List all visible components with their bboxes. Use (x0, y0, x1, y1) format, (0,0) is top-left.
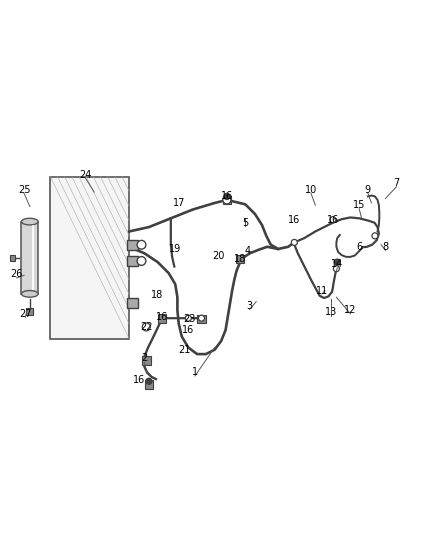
Bar (158, 314, 166, 322)
Text: 12: 12 (344, 305, 357, 316)
Text: 16: 16 (288, 215, 300, 224)
Circle shape (334, 259, 340, 265)
Text: 22: 22 (140, 322, 152, 332)
Text: 5: 5 (242, 217, 248, 228)
Circle shape (333, 265, 339, 272)
Bar (10, 255, 15, 261)
Text: 2: 2 (141, 353, 148, 364)
Text: 13: 13 (325, 308, 337, 318)
Bar (127, 298, 138, 309)
Text: 14: 14 (331, 260, 343, 269)
Bar (142, 356, 151, 365)
Text: 20: 20 (212, 251, 224, 261)
Ellipse shape (21, 219, 38, 225)
Circle shape (146, 378, 152, 384)
Text: 10: 10 (305, 185, 317, 195)
Text: 16: 16 (133, 375, 145, 385)
Text: 15: 15 (353, 200, 365, 210)
Text: 16: 16 (182, 325, 194, 335)
Text: 7: 7 (393, 178, 399, 188)
Bar (127, 239, 138, 250)
Text: 3: 3 (247, 301, 253, 311)
Circle shape (291, 239, 297, 245)
Text: 16: 16 (327, 215, 339, 224)
Bar (145, 381, 153, 389)
Circle shape (372, 233, 378, 239)
Circle shape (137, 256, 146, 265)
Bar (127, 256, 138, 266)
Circle shape (223, 196, 231, 204)
Circle shape (224, 193, 230, 199)
Text: 11: 11 (316, 286, 328, 296)
Circle shape (198, 315, 205, 321)
Bar (197, 314, 206, 324)
Bar (50, 177, 129, 339)
Text: 18: 18 (234, 254, 246, 264)
Text: 6: 6 (356, 242, 362, 252)
Circle shape (185, 315, 191, 321)
Text: 9: 9 (365, 185, 371, 195)
Text: 23: 23 (183, 314, 195, 324)
Text: 27: 27 (19, 309, 32, 319)
Text: 16: 16 (221, 191, 233, 201)
Text: 16: 16 (156, 312, 168, 322)
Circle shape (137, 240, 146, 249)
Text: 18: 18 (151, 290, 163, 300)
Bar (223, 196, 231, 204)
Ellipse shape (21, 290, 38, 297)
Text: 25: 25 (18, 185, 30, 195)
Circle shape (330, 216, 336, 223)
Bar (236, 255, 244, 263)
Text: 8: 8 (382, 242, 389, 252)
Text: 1: 1 (192, 367, 198, 377)
Circle shape (142, 323, 150, 331)
Text: 4: 4 (244, 246, 251, 256)
Text: 17: 17 (173, 198, 186, 208)
Text: 24: 24 (79, 169, 92, 180)
Bar (26, 308, 33, 315)
Bar (21, 222, 38, 294)
Text: 19: 19 (169, 244, 181, 254)
Text: 26: 26 (11, 269, 23, 279)
Text: 21: 21 (178, 345, 190, 355)
